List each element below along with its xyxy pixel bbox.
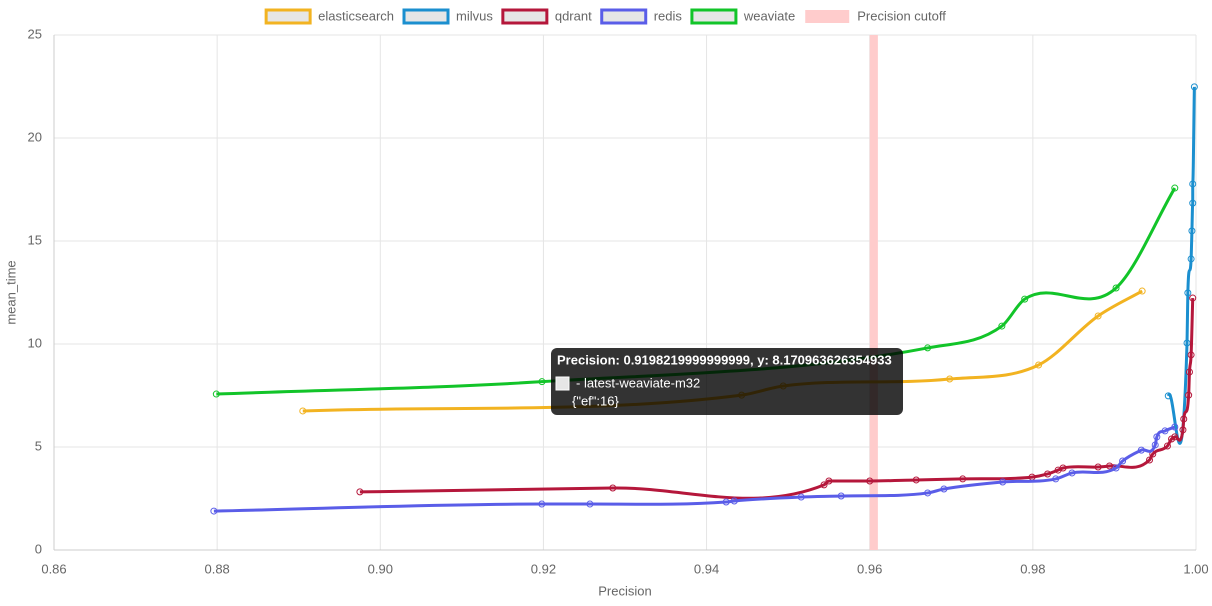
data-point — [609, 484, 617, 492]
legend-swatch — [264, 8, 312, 25]
data-point — [1180, 415, 1188, 423]
data-point — [299, 407, 307, 415]
data-point — [1112, 464, 1120, 472]
data-point — [1138, 287, 1146, 295]
tooltip: Precision: 0.9198219999999999, y: 8.1709… — [551, 348, 903, 415]
data-point — [1164, 392, 1172, 400]
data-point — [1137, 446, 1145, 454]
tooltip-swatch — [555, 376, 570, 391]
legend-swatch — [600, 8, 648, 25]
data-point — [1059, 464, 1067, 472]
data-point — [212, 390, 220, 398]
data-point — [1187, 255, 1195, 263]
x-tick-label: 1.00 — [1183, 561, 1208, 576]
data-point — [1068, 469, 1076, 477]
data-point — [1171, 184, 1179, 192]
data-point — [730, 497, 738, 505]
data-point — [1171, 423, 1179, 431]
data-point — [1185, 368, 1193, 376]
data-point — [538, 500, 546, 508]
data-point — [1146, 456, 1154, 464]
x-tick-label: 0.92 — [531, 561, 556, 576]
legend-swatch — [805, 10, 850, 23]
series-line — [216, 187, 1177, 396]
precision-cutoff — [869, 35, 878, 550]
data-point — [1044, 470, 1052, 478]
data-point — [1112, 284, 1120, 292]
series-line — [1166, 86, 1196, 445]
series-line — [213, 425, 1176, 513]
x-tick-label: 0.96 — [857, 561, 882, 576]
data-point — [210, 507, 218, 515]
legend: elasticsearch milvus qdrant redis weaviate Pr… — [264, 8, 946, 25]
data-point — [586, 500, 594, 508]
tooltip-label: - latest-weaviate-m32 — [576, 375, 700, 390]
data-point — [1151, 441, 1159, 449]
tooltip-box — [551, 348, 903, 415]
data-point — [1052, 475, 1060, 483]
x-tick-label: 0.90 — [368, 561, 393, 576]
y-tick-label: 25 — [28, 26, 42, 41]
data-point — [1094, 463, 1102, 471]
data-point — [999, 478, 1007, 486]
legend-label: elasticsearch — [318, 8, 394, 23]
data-point — [1189, 199, 1197, 207]
data-point — [924, 344, 932, 352]
data-point — [1185, 391, 1193, 399]
tooltip-detail: {"ef":16} — [572, 393, 619, 408]
data-point — [837, 492, 845, 500]
legend-label: milvus — [456, 8, 493, 23]
data-point — [820, 481, 828, 489]
series-line — [359, 298, 1195, 500]
y-tick-label: 5 — [35, 438, 42, 453]
data-point — [797, 493, 805, 501]
legend-label: redis — [654, 8, 683, 23]
data-point — [1189, 180, 1197, 188]
data-point — [866, 477, 874, 485]
data-point — [940, 485, 948, 493]
x-tick-label: 0.88 — [204, 561, 229, 576]
data-point — [1161, 427, 1169, 435]
legend-label: qdrant — [555, 8, 592, 23]
data-point — [722, 498, 730, 506]
data-point — [912, 476, 920, 484]
y-tick-label: 15 — [28, 232, 42, 247]
y-axis-label: mean_time — [3, 260, 18, 324]
data-point — [1106, 462, 1114, 470]
data-point — [1153, 433, 1161, 441]
data-point — [1021, 295, 1029, 303]
data-point — [825, 477, 833, 485]
legend-swatch — [402, 8, 450, 25]
y-tick-label: 20 — [28, 129, 42, 144]
x-tick-label: 0.86 — [41, 561, 66, 576]
data-point — [946, 375, 954, 383]
x-tick-label: 0.98 — [1020, 561, 1045, 576]
data-point — [1179, 426, 1187, 434]
data-point — [1189, 294, 1197, 302]
data-point — [538, 378, 546, 386]
legend-label: weaviate — [743, 8, 795, 23]
data-point — [1184, 289, 1192, 297]
data-point — [1035, 361, 1043, 369]
data-point — [356, 488, 364, 496]
x-axis-label: Precision — [598, 583, 651, 598]
data-point — [1171, 433, 1179, 441]
data-point — [1119, 457, 1127, 465]
data-point — [1163, 442, 1171, 450]
y-tick-label: 10 — [28, 335, 42, 350]
data-point — [1190, 83, 1198, 91]
data-point — [1187, 351, 1195, 359]
data-point — [959, 475, 967, 483]
data-point — [998, 322, 1006, 330]
data-point — [924, 489, 932, 497]
y-tick-label: 0 — [35, 541, 42, 556]
legend-swatch — [501, 8, 549, 25]
x-tick-label: 0.94 — [694, 561, 719, 576]
legend-label: Precision cutoff — [857, 8, 946, 23]
tooltip-title: Precision: 0.9198219999999999, y: 8.1709… — [557, 352, 892, 367]
data-point — [1188, 227, 1196, 235]
data-point — [1094, 312, 1102, 320]
legend-swatch — [690, 8, 738, 25]
